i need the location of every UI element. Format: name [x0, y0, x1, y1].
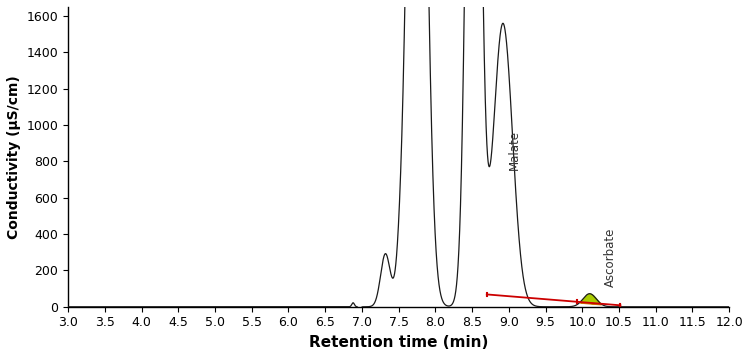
Text: Ascorbate: Ascorbate [604, 227, 616, 287]
Text: Malate: Malate [509, 131, 521, 171]
Y-axis label: Conductivity (μS/cm): Conductivity (μS/cm) [7, 75, 21, 239]
X-axis label: Retention time (min): Retention time (min) [309, 335, 488, 350]
